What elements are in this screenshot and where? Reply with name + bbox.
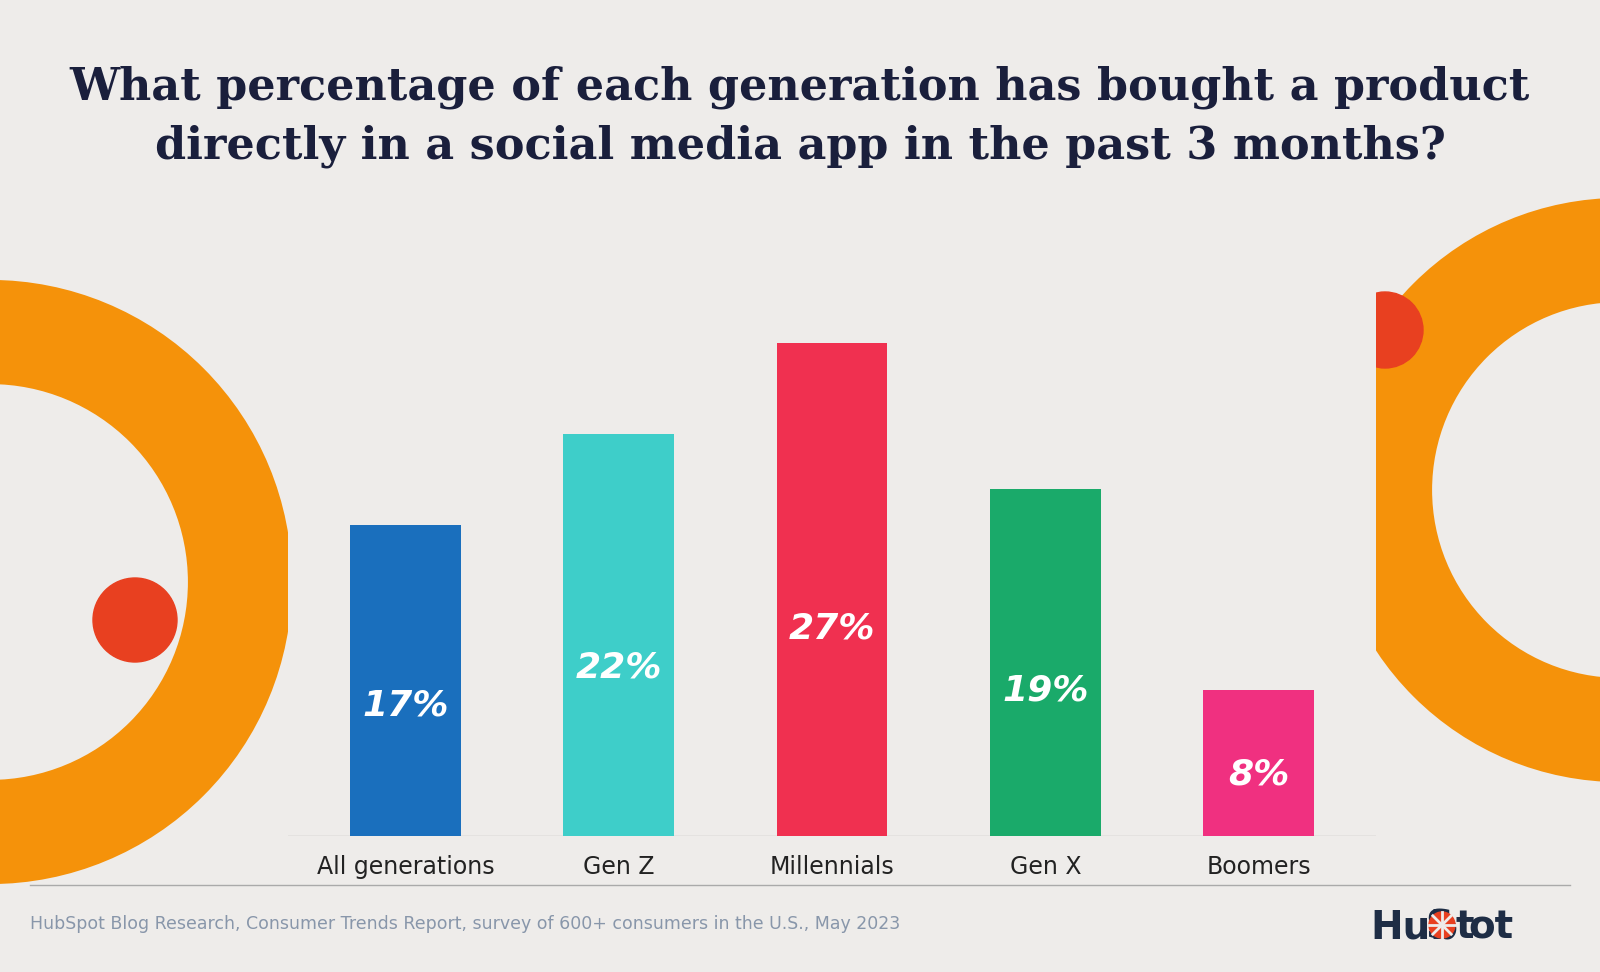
Text: 22%: 22%: [576, 650, 662, 684]
Bar: [1203, 690, 1314, 836]
Bar: [776, 343, 888, 836]
Text: 27%: 27%: [789, 611, 875, 645]
Circle shape: [1347, 292, 1422, 368]
Text: 17%: 17%: [362, 688, 448, 722]
Text: HubSpot Blog Research, Consumer Trends Report, survey of 600+ consumers in the U: HubSpot Blog Research, Consumer Trends R…: [30, 915, 901, 933]
Text: 8%: 8%: [1227, 757, 1290, 791]
Circle shape: [1429, 912, 1454, 938]
Text: 19%: 19%: [1002, 674, 1088, 708]
Text: What percentage of each generation has bought a product
directly in a social med: What percentage of each generation has b…: [70, 65, 1530, 168]
Text: ot: ot: [1469, 908, 1514, 946]
Bar: [563, 434, 674, 836]
Circle shape: [93, 578, 178, 662]
Bar: [990, 489, 1101, 836]
Bar: [350, 526, 461, 836]
Text: t: t: [1456, 908, 1475, 946]
Text: S: S: [1426, 908, 1453, 946]
Text: Hub: Hub: [1370, 908, 1458, 946]
